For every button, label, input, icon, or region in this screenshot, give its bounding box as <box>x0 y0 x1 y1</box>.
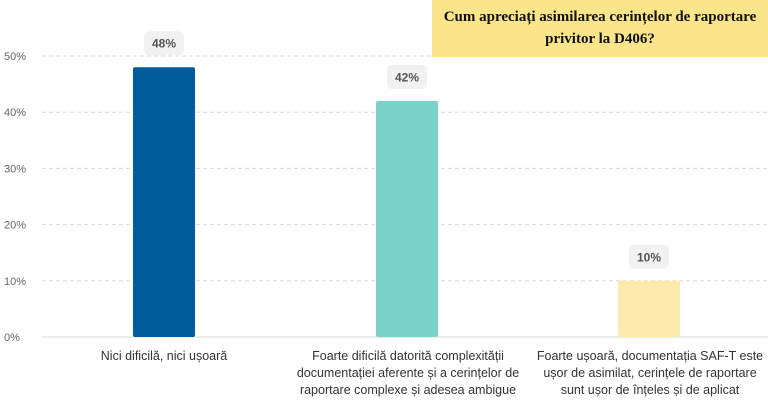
chart-title: Cum apreciați asimilarea cerințelor de r… <box>432 0 768 57</box>
value-label-2: 42% <box>395 70 419 84</box>
bar-3 <box>618 280 680 337</box>
value-label-bg-1 <box>144 31 184 56</box>
value-labels: 48% 42% 10% <box>144 31 669 269</box>
y-tick-label: 50% <box>4 51 26 63</box>
bar-2 <box>376 100 438 338</box>
value-label-3: 10% <box>637 250 661 264</box>
value-label-bg-2 <box>387 64 427 89</box>
y-tick-label: 40% <box>4 107 26 119</box>
value-label-bg-3 <box>629 244 669 269</box>
y-axis-ticks: 0% 10% 20% 30% 40% 50% <box>4 51 26 344</box>
y-tick-label: 20% <box>4 220 26 232</box>
y-tick-label: 10% <box>4 276 26 288</box>
bar-1 <box>133 67 195 338</box>
category-label-2: Foarte dificilă datorită complexității d… <box>296 349 520 397</box>
category-label-3: Foarte ușoară, documentația SAF-T este u… <box>536 349 764 397</box>
category-label-1: Nici dificilă, nici ușoară <box>100 349 228 363</box>
y-tick-label: 0% <box>4 332 20 344</box>
bars <box>133 67 680 338</box>
value-label-1: 48% <box>152 37 176 51</box>
y-tick-label: 30% <box>4 163 26 175</box>
